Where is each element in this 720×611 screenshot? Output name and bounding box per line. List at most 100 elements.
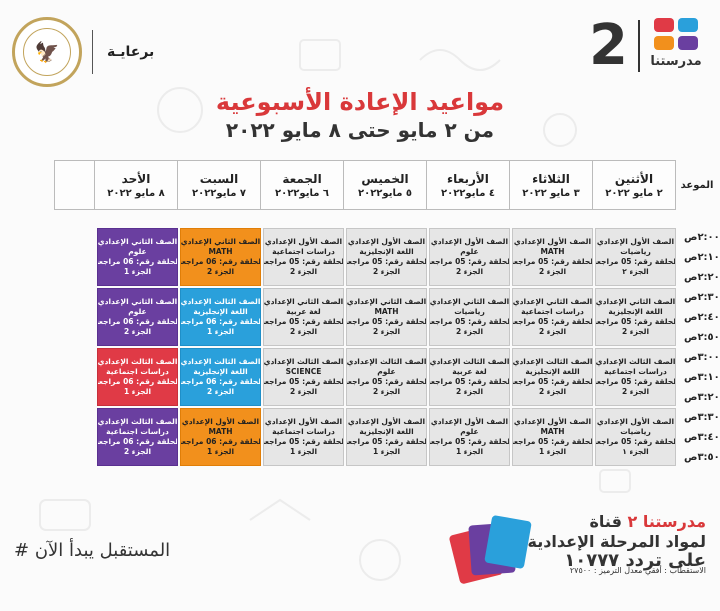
schedule-cell: الصف الأول الإعدادي دراسات اجتماعية الحلقة… [263,228,344,286]
cell-part: الجزء ٢ [622,267,649,276]
schedule-cell: الصف الثالث الإعدادي اللغة الإنجليزية الحل… [180,288,261,346]
cell-grade: الصف الثالث الإعدادي [180,357,261,366]
cell-part: الجزء 2 [372,267,401,276]
cell-part: الجزء 1 [123,387,152,396]
cell-subject: رياضيات [620,247,651,256]
cell-grade: الصف الثاني الإعدادي [97,297,178,306]
day-header: الأربعاء ٤ مايو٢٠٢٢ [426,161,509,209]
schedule-cell: الصف الثالث الإعدادي دراسات اجتماعية الحلق… [97,408,178,466]
schedule-cell: الصف الأول الإعدادي رياضيات الحلقة رقم: 05… [595,408,676,466]
day-header: الجمعة ٦ مايو٢٠٢٢ [260,161,343,209]
schedule-cell: الصف الأول الإعدادي دراسات اجتماعية الحلقة… [263,408,344,466]
cell-subject: رياضيات [620,427,651,436]
schedule-cell: الصف الثاني الإعدادي MATH الحلقة رقم: 05 م… [346,288,427,346]
cell-part: الجزء 2 [289,387,318,396]
time-slot: ٣:٣٠ص [684,412,720,423]
cell-subject: MATH [374,307,399,316]
cell-part: الجزء 2 [289,267,318,276]
cell-episode: الحلقة رقم: 05 مراجعة [263,377,344,386]
schedule-cell: الصف الثالث الإعدادي SCIENCE الحلقة رقم: 0… [263,348,344,406]
cell-subject: اللغة الإنجليزية [193,367,248,376]
cell-grade: الصف الثاني الإعدادي [180,237,261,246]
cell-episode: الحلقة رقم: 05 مراجعة [595,437,676,446]
cell-grade: الصف الثاني الإعدادي [595,297,676,306]
time-column: ٢:٠٠ص ٢:١٠ص ٢:٢٠ص ٢:٣٠ص ٢:٤٠ص ٢:٥٠ص ٣:٠٠ص ٣:١٠ص… [678,228,720,468]
cell-subject: لغة عربية [452,367,487,376]
cell-grade: الصف الثاني الإعدادي [346,297,427,306]
cell-episode: الحلقة رقم: 06 مراجعة [97,377,178,386]
sponsor-block: 🦅 برعايـة [12,12,154,92]
cell-subject: SCIENCE [285,367,322,376]
schedule-cell: الصف الثالث الإعدادي لغة عربية الحلقة رقم:… [429,348,510,406]
cell-subject: دراسات اجتماعية [106,367,169,376]
cell-grade: الصف الثالث الإعدادي [180,297,261,306]
cell-part: الجزء 2 [372,387,401,396]
cell-subject: علوم [128,307,147,316]
time-slot: ٢:٤٠ص [684,312,720,323]
channel-reception-info: الاستقطاب : أفقي معدل الترميز : ٢٧٥٠٠ [569,566,706,575]
cell-episode: الحلقة رقم: 05 مراجعة [263,437,344,446]
schedule-cell: الصف الثاني الإعدادي علوم الحلقة رقم: 06 م… [97,288,178,346]
cell-grade: الصف الأول الإعدادي [347,417,426,426]
cell-grade: الصف الأول الإعدادي [430,237,509,246]
day-date: ٢ مايو ٢٠٢٢ [605,187,663,199]
time-slot: ٢:٢٠ص [684,272,720,283]
cell-grade: الصف الثالث الإعدادي [263,357,344,366]
schedule-cell: الصف الأول الإعدادي علوم الحلقة رقم: 05 مر… [429,228,510,286]
day-date: ٤ مايو٢٠٢٢ [441,187,495,199]
cell-part: الجزء 1 [455,447,484,456]
cell-episode: الحلقة رقم: 05 مراجعة [595,317,676,326]
schedule-row: الصف الثاني الإعدادي اللغة الإنجليزية الحل… [54,288,676,346]
day-date: ٣ مايو ٢٠٢٢ [522,187,580,199]
cell-grade: الصف الثاني الإعدادي [512,297,593,306]
day-header: الأثنين ٢ مايو ٢٠٢٢ [592,161,675,209]
page-subtitle: من ٢ مايو حتى ٨ مايو ٢٠٢٢ [225,118,495,142]
cell-part: الجزء 1 [289,447,318,456]
channel-line-2: لمواد المرحلة الإعدادية [527,532,706,551]
cell-episode: الحلقة رقم: 05 مراجعة [346,377,427,386]
cell-part: الجزء 2 [123,447,152,456]
days-header-row: الأثنين ٢ مايو ٢٠٢٢ الثلاثاء ٣ مايو ٢٠٢٢ الأ… [54,160,676,210]
cell-part: الجزء ١ [622,447,649,456]
cell-episode: الحلقة رقم: 05 مراجعة [512,437,593,446]
cell-episode: الحلقة رقم: 05 مراجعة [346,257,427,266]
cell-episode: الحلقة رقم: 06 مراجعة [180,257,261,266]
cell-subject: دراسات اجتماعية [106,427,169,436]
channel-prefix: قناة [589,512,622,531]
day-header: الخميس ٥ مايو٢٠٢٢ [343,161,426,209]
cell-part: الجزء 1 [372,447,401,456]
schedule-cell: الصف الثالث الإعدادي دراسات اجتماعية الحلق… [595,348,676,406]
cell-grade: الصف الثاني الإعدادي [429,297,510,306]
schedule-cell: الصف الأول الإعدادي اللغة الإنجليزية الحلق… [346,408,427,466]
cell-grade: الصف الثالث الإعدادي [346,357,427,366]
cell-part: الجزء 2 [123,327,152,336]
time-slot: ٣:٤٠ص [684,432,720,443]
cell-episode: الحلقة رقم: 05 مراجعة [512,257,593,266]
cell-subject: علوم [377,367,396,376]
time-slot: ٣:٢٠ص [684,392,720,403]
cell-part: الجزء 2 [621,387,650,396]
schedule-cell: الصف الأول الإعدادي MATH الحلقة رقم: 05 مر… [512,408,593,466]
cell-subject: اللغة الإنجليزية [359,247,414,256]
logo-number: 2 [589,13,628,78]
cell-grade: الصف الثالث الإعدادي [595,357,676,366]
schedule-cell: الصف الأول الإعدادي MATH الحلقة رقم: 05 مر… [512,228,593,286]
cell-subject: علوم [460,247,479,256]
cell-episode: الحلقة رقم: 05 مراجعة [429,437,510,446]
channel-name: مدرستنا ٢ [627,512,707,531]
cell-subject: دراسات اجتماعية [604,367,667,376]
schedule-row: الصف الأول الإعدادي رياضيات الحلقة رقم: 05… [54,408,676,466]
day-header: الثلاثاء ٣ مايو ٢٠٢٢ [509,161,592,209]
cell-part: الجزء 1 [206,327,235,336]
schedule-cell: الصف الأول الإعدادي اللغة الإنجليزية الحلق… [346,228,427,286]
cell-episode: الحلقة رقم: 05 مراجعة [429,317,510,326]
cell-episode: الحلقة رقم: 05 مراجعة [429,377,510,386]
ministry-seal: 🦅 [12,17,82,87]
cell-episode: الحلقة رقم: 05 مراجعة [346,437,427,446]
schedule-cell: الصف الثاني الإعدادي علوم الحلقة رقم: 06 م… [97,228,178,286]
channel-logo: 2 مدرستنا [589,18,702,74]
cell-grade: الصف الأول الإعدادي [430,417,509,426]
page-title: مواعيد الإعادة الأسبوعية [215,88,505,116]
cell-grade: الصف الأول الإعدادي [264,237,343,246]
cell-part: الجزء 2 [372,327,401,336]
